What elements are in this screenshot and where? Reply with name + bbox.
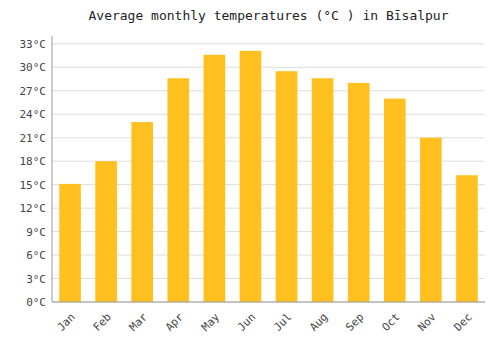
- x-tick-label: Aug: [307, 311, 330, 334]
- bar: [131, 122, 153, 302]
- x-tick-label: Jun: [235, 311, 258, 334]
- x-tick-label: Apr: [163, 310, 187, 334]
- x-tick-label: Sep: [343, 311, 366, 334]
- y-axis-line: [52, 36, 53, 302]
- y-tick-label: 9°C: [26, 226, 46, 239]
- y-tick-label: 6°C: [26, 249, 46, 262]
- bar: [59, 184, 81, 302]
- y-grid: [52, 44, 485, 302]
- x-tick-label: May: [199, 310, 223, 334]
- bar: [420, 138, 442, 302]
- grid-line: [52, 90, 485, 91]
- y-tick-label: 15°C: [20, 179, 47, 192]
- y-tick-label: 0°C: [26, 296, 46, 309]
- grid-line: [52, 302, 485, 303]
- y-tick-label: 30°C: [20, 61, 47, 74]
- x-tick-label: Feb: [91, 311, 114, 334]
- bar: [384, 99, 406, 302]
- x-tick-label: Oct: [379, 311, 402, 334]
- x-tick-label: Dec: [451, 311, 474, 334]
- y-tick-label: 3°C: [26, 273, 46, 286]
- bar: [167, 78, 189, 302]
- x-tick-label: Jul: [271, 311, 294, 334]
- y-tick-label: 21°C: [20, 132, 47, 145]
- y-tick-label: 18°C: [20, 155, 47, 168]
- x-tick-label: Nov: [415, 310, 439, 334]
- bar: [276, 71, 298, 302]
- bar: [456, 175, 478, 302]
- y-tick-label: 12°C: [20, 202, 47, 215]
- y-tick-label: 33°C: [20, 38, 47, 51]
- bar: [348, 83, 370, 302]
- bar: [204, 55, 226, 302]
- x-tick-label: Jan: [55, 311, 78, 334]
- bars: [59, 51, 478, 302]
- x-tick-label: Mar: [127, 310, 151, 334]
- y-tick-label: 27°C: [20, 85, 47, 98]
- chart: Average monthly temperatures (°C ) in Bī…: [0, 0, 500, 350]
- bar: [312, 78, 334, 302]
- x-axis-line: [52, 302, 485, 303]
- bar: [95, 161, 117, 302]
- grid-line: [52, 67, 485, 68]
- chart-container: Average monthly temperatures (°C ) in Bī…: [0, 0, 500, 350]
- y-tick-label: 24°C: [20, 108, 47, 121]
- bar: [240, 51, 262, 302]
- grid-line: [52, 114, 485, 115]
- grid-line: [52, 43, 485, 44]
- title: Average monthly temperatures (°C ) in Bī…: [88, 8, 448, 23]
